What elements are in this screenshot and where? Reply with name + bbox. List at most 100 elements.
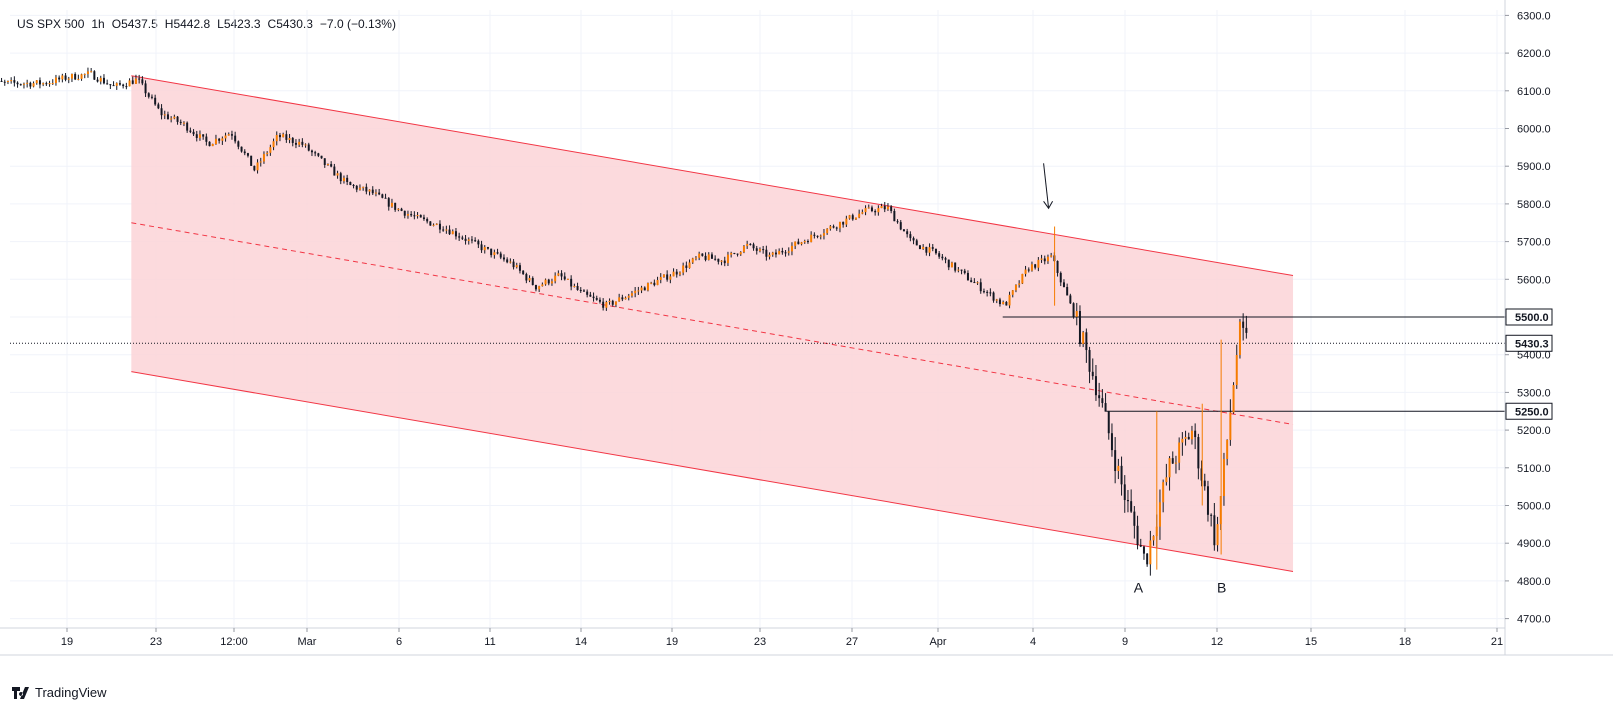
candle-body bbox=[486, 247, 489, 249]
horizontal-levels[interactable] bbox=[10, 316, 1505, 412]
time-axis[interactable]: 19 23 12:00 Mar 6 11 14 19 23 27 Apr 4 9 12 15 18 21 bbox=[0, 627, 1613, 656]
candle-body bbox=[227, 134, 230, 136]
candle-body bbox=[870, 207, 873, 212]
candle-body bbox=[1152, 536, 1155, 541]
candle-body bbox=[685, 265, 688, 268]
candle-series bbox=[0, 67, 1248, 576]
legend-change: −7.0 (−0.13%) bbox=[319, 17, 396, 31]
candle-body bbox=[525, 274, 528, 281]
price-tick-label: 5800.0 bbox=[1517, 199, 1551, 211]
candle-body bbox=[323, 158, 326, 165]
candle-body bbox=[429, 221, 432, 226]
candle-body bbox=[496, 252, 499, 254]
time-tick-label: Mar bbox=[298, 636, 317, 648]
candle-body bbox=[186, 122, 189, 131]
candle-body bbox=[1120, 465, 1123, 485]
candle-body bbox=[1210, 514, 1213, 516]
candle-body bbox=[310, 150, 313, 153]
annotation-label-b: B bbox=[1217, 580, 1226, 596]
candle-body bbox=[611, 300, 614, 305]
candle-body bbox=[678, 272, 681, 275]
tradingview-brand[interactable]: TradingView bbox=[12, 685, 107, 700]
candle-body bbox=[934, 248, 937, 254]
candle-body bbox=[48, 83, 51, 85]
time-tick-label: 12:00 bbox=[220, 636, 248, 648]
candle-body bbox=[384, 197, 387, 199]
candle-body bbox=[1066, 287, 1069, 296]
candle-body bbox=[637, 290, 640, 292]
candle-body bbox=[1094, 376, 1097, 396]
candle-body bbox=[1142, 546, 1145, 554]
candle-body bbox=[381, 194, 384, 198]
channel-upper-line[interactable] bbox=[131, 75, 1294, 277]
candle-body bbox=[544, 279, 547, 285]
candle-body bbox=[118, 83, 121, 85]
channel-lower-line[interactable] bbox=[131, 371, 1294, 572]
candle-body bbox=[10, 80, 13, 82]
candle-body bbox=[1222, 459, 1225, 497]
candle-body bbox=[765, 249, 768, 257]
candle-body bbox=[320, 155, 323, 159]
candle-body bbox=[938, 253, 941, 257]
price-axis-labels: 5500.0 5250.0 5430.3 bbox=[1505, 308, 1553, 420]
candle-body bbox=[970, 280, 973, 283]
candle-body bbox=[925, 246, 928, 253]
candle-body bbox=[42, 83, 45, 85]
candle-body bbox=[755, 248, 758, 251]
candle-body bbox=[899, 222, 902, 230]
candle-body bbox=[1146, 553, 1149, 565]
price-tick-label: 5600.0 bbox=[1517, 274, 1551, 286]
candle-body bbox=[627, 295, 630, 298]
candle-body bbox=[1171, 458, 1174, 464]
candle-body bbox=[102, 77, 105, 84]
candle-body bbox=[150, 96, 153, 98]
time-tick-label: 15 bbox=[1305, 636, 1317, 648]
price-tick-label: 4900.0 bbox=[1517, 538, 1551, 550]
candle-body bbox=[1149, 540, 1152, 565]
candle-body bbox=[448, 229, 451, 235]
price-label-text: 5500.0 bbox=[1515, 312, 1549, 324]
candle-body bbox=[179, 121, 182, 123]
candle-body bbox=[362, 186, 365, 188]
candle-body bbox=[803, 241, 806, 243]
candle-body bbox=[275, 134, 278, 142]
candle-body bbox=[1194, 430, 1197, 438]
time-tick-label: 6 bbox=[396, 636, 402, 648]
candle-body bbox=[605, 302, 608, 308]
candle-body bbox=[931, 247, 934, 249]
candle-body bbox=[982, 291, 985, 293]
candle-body bbox=[330, 164, 333, 167]
candle-body bbox=[358, 187, 361, 190]
candle-body bbox=[733, 252, 736, 254]
candle-body bbox=[29, 82, 32, 87]
price-tick-label: 5400.0 bbox=[1517, 350, 1551, 362]
price-label-box bbox=[1505, 308, 1553, 326]
candle-body bbox=[589, 294, 592, 297]
candle-body bbox=[1046, 256, 1049, 262]
candle-body bbox=[822, 233, 825, 236]
price-tick-label: 4700.0 bbox=[1517, 614, 1551, 626]
candle-body bbox=[1050, 255, 1053, 257]
candle-body bbox=[739, 252, 742, 255]
candle-body bbox=[787, 251, 790, 253]
candle-body bbox=[138, 78, 141, 80]
price-axis[interactable]: 4700.0 4800.0 4900.0 5000.0 5100.0 5200.0 5300… bbox=[1504, 0, 1551, 655]
candle-body bbox=[45, 83, 48, 85]
candle-body bbox=[550, 281, 553, 284]
time-tick-label: 9 bbox=[1122, 636, 1128, 648]
candle-body bbox=[714, 258, 717, 260]
candle-body bbox=[669, 276, 672, 280]
candle-body bbox=[474, 240, 477, 242]
candle-body bbox=[99, 77, 102, 82]
regression-channel[interactable] bbox=[131, 75, 1294, 572]
time-tick-label: 18 bbox=[1399, 636, 1411, 648]
candle-body bbox=[477, 240, 480, 245]
candle-body bbox=[595, 298, 598, 300]
candle-body bbox=[848, 215, 851, 219]
candle-body bbox=[109, 84, 112, 86]
candle-body bbox=[973, 282, 976, 284]
candle-body bbox=[93, 71, 96, 80]
candle-body bbox=[157, 104, 160, 109]
candle-body bbox=[883, 206, 886, 210]
